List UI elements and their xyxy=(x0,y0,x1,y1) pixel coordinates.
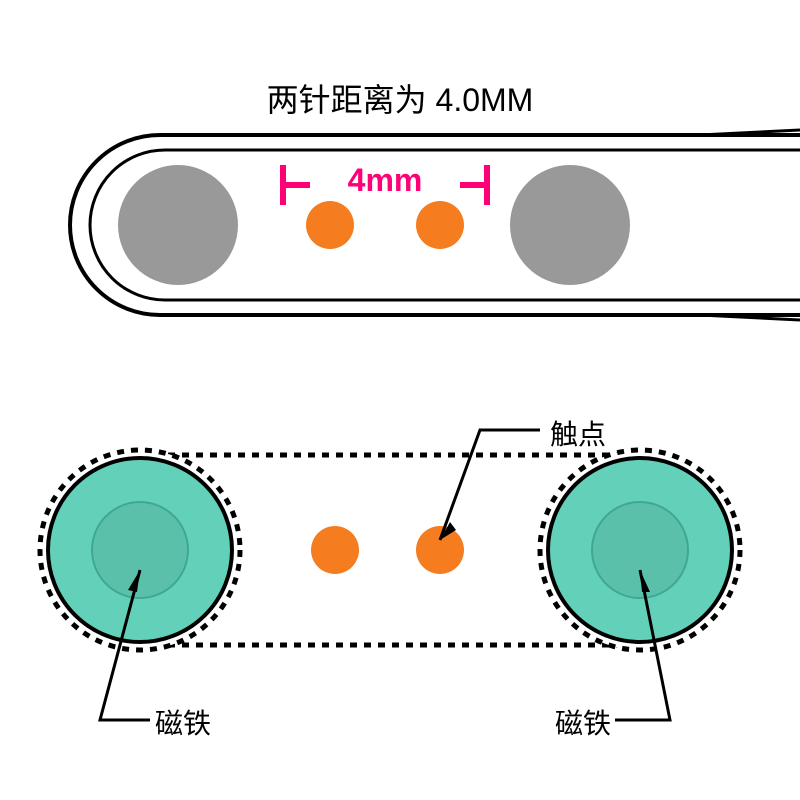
label-contact: 触点 xyxy=(550,413,606,453)
pin-right-bottom xyxy=(416,526,464,574)
pin-left xyxy=(306,201,354,249)
magnet-right xyxy=(540,450,740,650)
top-view-diagram xyxy=(0,0,800,400)
big-circle-right xyxy=(510,165,630,285)
bottom-view-diagram xyxy=(0,400,800,800)
label-magnet-left: 磁铁 xyxy=(155,702,211,742)
pin-left-bottom xyxy=(311,526,359,574)
pin-right xyxy=(416,201,464,249)
leader-contact xyxy=(440,430,540,540)
label-magnet-right: 磁铁 xyxy=(555,702,611,742)
big-circle-left xyxy=(118,165,238,285)
magnet-left xyxy=(40,450,240,650)
dimension-label: 4mm xyxy=(330,162,440,199)
